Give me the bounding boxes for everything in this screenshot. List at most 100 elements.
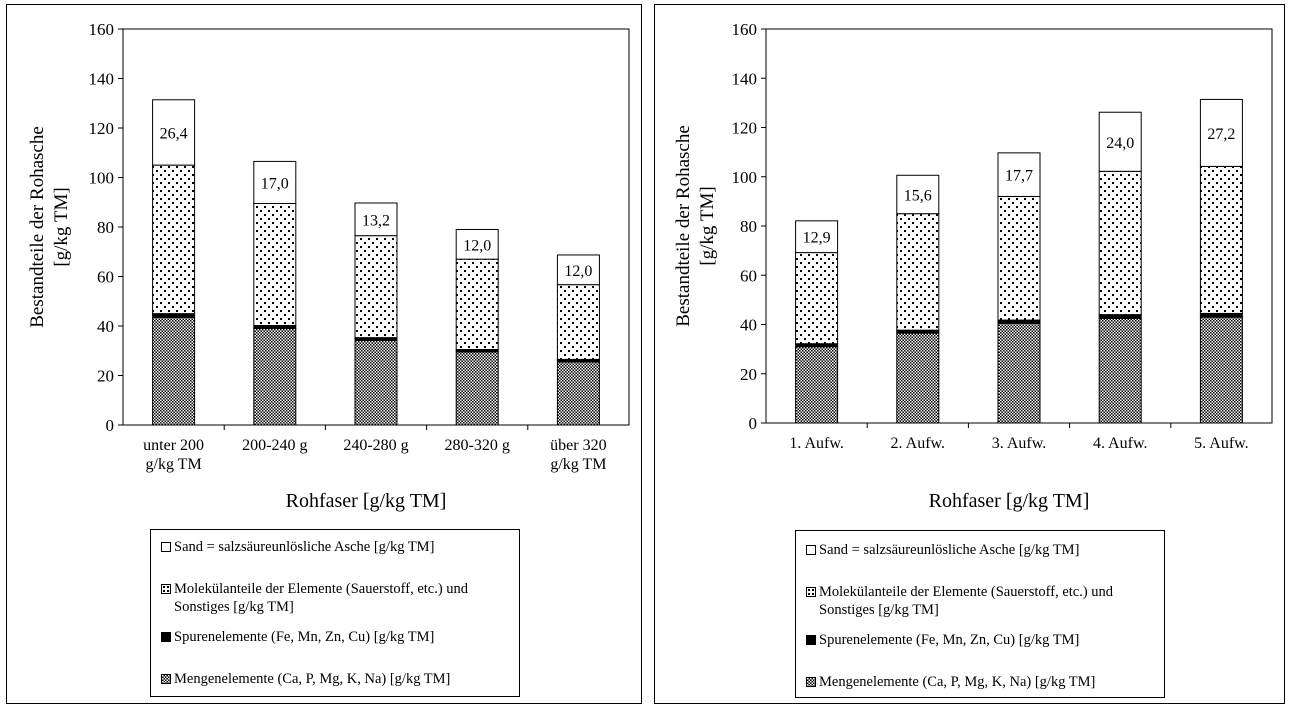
legend-swatch — [161, 674, 171, 684]
legend-swatch — [806, 677, 816, 687]
bar-segment-checker — [556, 361, 600, 426]
legend: Sand = salzsäureunlösliche Asche [g/kg T… — [150, 529, 520, 697]
x-tick-label: g/kg TM — [550, 456, 606, 473]
legend-label: Spurenelemente (Fe, Mn, Zn, Cu) [g/kg TM… — [819, 632, 1080, 648]
legend-item: Sand = salzsäureunlösliche Asche [g/kg T… — [806, 541, 1156, 559]
y-tick-label: 100 — [732, 168, 758, 187]
bar-segment-checker — [455, 351, 499, 426]
legend-item: Mengenelemente (Ca, P, Mg, K, Na) [g/kg … — [161, 670, 511, 688]
y-tick-label: 0 — [106, 416, 115, 435]
bar-segment-white — [253, 160, 297, 204]
x-tick-label: unter 200 — [143, 437, 204, 454]
bar-segment-dots — [556, 284, 600, 360]
data-label: 17,0 — [261, 175, 289, 192]
bar-segment-white — [997, 152, 1041, 197]
y-tick-label: 80 — [97, 218, 114, 237]
y-tick-label: 60 — [97, 268, 114, 287]
y-tick-label: 120 — [732, 119, 758, 138]
bar-segment-dots — [1199, 165, 1243, 314]
x-tick-label: über 320 — [550, 437, 606, 454]
y-tick-label: 140 — [732, 69, 758, 88]
legend-item: Mengenelemente (Ca, P, Mg, K, Na) [g/kg … — [806, 673, 1156, 691]
legend-label: Sand = salzsäureunlösliche Asche [g/kg T… — [174, 539, 435, 555]
bar-segment-dots — [253, 202, 297, 327]
y-tick-label: 120 — [89, 119, 115, 138]
data-label: 12,0 — [564, 263, 592, 280]
legend-swatch — [161, 584, 171, 594]
bar-segment-white — [896, 174, 940, 215]
data-label: 15,6 — [904, 187, 932, 204]
bar-segment-white — [1098, 111, 1142, 172]
legend-label: Sand = salzsäureunlösliche Asche [g/kg T… — [819, 542, 1080, 558]
legend-item: Molekülanteile der Elemente (Sauerstoff,… — [161, 580, 511, 616]
chart-panel-right: 0 20 40 60 80 100 120 140 160 Bestandteile der Ro… — [654, 4, 1285, 704]
bar-segment-dots — [1098, 170, 1142, 316]
y-tick-label: 80 — [740, 217, 757, 236]
x-tick-label: 2. Aufw. — [891, 435, 946, 452]
y-tick-label: 60 — [740, 266, 757, 285]
legend-item: Spurenelemente (Fe, Mn, Zn, Cu) [g/kg TM… — [161, 628, 511, 646]
y-tick-label: 140 — [89, 70, 115, 89]
data-label: 12,9 — [803, 230, 831, 247]
chart-svg: 0 20 40 60 80 100 120 140 160 Bestandteile der Ro… — [673, 20, 1273, 512]
bar-segment-dots — [997, 195, 1041, 321]
y-axis-title: Bestandteile der Rohasche [g/kg TM] — [27, 126, 72, 328]
x-tick-label: 3. Aufw. — [992, 435, 1047, 452]
x-tick-label: 240-280 g — [343, 437, 408, 454]
bar-segment-white — [455, 228, 499, 260]
y-tick-label: 40 — [97, 317, 114, 336]
y-tick-label: 20 — [97, 367, 114, 386]
bar-segment-checker — [795, 346, 839, 424]
bar-segment-white — [556, 254, 600, 286]
legend-label: Mengenelemente (Ca, P, Mg, K, Na) [g/kg … — [819, 674, 1096, 690]
chart-panel-left: 0 20 40 60 80 100 120 140 160 Bestandteile der Ro… — [6, 4, 642, 704]
bar-segment-dots — [152, 164, 196, 315]
x-tick-label: g/kg TM — [146, 456, 202, 473]
legend: Sand = salzsäureunlösliche Asche [g/kg T… — [795, 530, 1165, 698]
data-label: 12,0 — [463, 237, 491, 254]
bar-segment-dots — [455, 258, 499, 351]
legend-label: Molekülanteile der Elemente (Sauerstoff,… — [819, 584, 1114, 618]
bar-segment-checker — [896, 332, 940, 424]
legend-item: Molekülanteile der Elemente (Sauerstoff,… — [806, 583, 1156, 619]
data-label: 17,7 — [1005, 168, 1033, 185]
y-tick-label: 100 — [89, 169, 115, 188]
bar-segment-checker — [253, 327, 297, 426]
data-label: 24,0 — [1106, 135, 1134, 152]
bar-segment-solid — [152, 313, 196, 318]
y-tick-label: 20 — [740, 365, 757, 384]
y-tick-label: 40 — [740, 316, 757, 335]
bar-segment-dots — [354, 235, 398, 339]
x-axis-title: Rohfaser [g/kg TM] — [929, 490, 1090, 512]
bar-segment-checker — [1199, 316, 1243, 424]
bar-segment-solid — [1199, 312, 1243, 318]
bar-segment-white — [1199, 98, 1243, 167]
bar-segment-checker — [354, 339, 398, 426]
chart-svg: 0 20 40 60 80 100 120 140 160 Bestandteile der Ro… — [27, 20, 630, 512]
bar-segment-white — [354, 202, 398, 237]
y-axis-title: Bestandteile der Rohasche [g/kg TM] — [673, 125, 718, 327]
y-tick-label: 0 — [749, 414, 758, 433]
legend-label: Mengenelemente (Ca, P, Mg, K, Na) [g/kg … — [174, 671, 451, 687]
legend-label: Molekülanteile der Elemente (Sauerstoff,… — [174, 581, 469, 615]
bar-segment-white — [795, 220, 839, 254]
bar-segment-solid — [1098, 314, 1142, 319]
legend-label: Spurenelemente (Fe, Mn, Zn, Cu) [g/kg TM… — [174, 629, 435, 645]
data-label: 27,2 — [1207, 126, 1235, 143]
bar-segment-dots — [896, 213, 940, 331]
legend-item: Sand = salzsäureunlösliche Asche [g/kg T… — [161, 538, 511, 556]
legend-swatch — [161, 542, 171, 552]
bar-segment-checker — [997, 322, 1041, 424]
x-tick-label: 4. Aufw. — [1093, 435, 1148, 452]
bar-segment-white — [152, 99, 196, 166]
x-tick-label: 200-240 g — [242, 437, 307, 454]
y-tick-label: 160 — [732, 20, 758, 39]
legend-swatch — [806, 587, 816, 597]
x-tick-label: 1. Aufw. — [789, 435, 844, 452]
data-label: 13,2 — [362, 212, 390, 229]
x-tick-label: 5. Aufw. — [1194, 435, 1249, 452]
legend-swatch — [161, 632, 171, 642]
x-axis-title: Rohfaser [g/kg TM] — [286, 490, 447, 512]
bar-segment-checker — [1098, 317, 1142, 424]
x-tick-label: 280-320 g — [445, 437, 510, 454]
